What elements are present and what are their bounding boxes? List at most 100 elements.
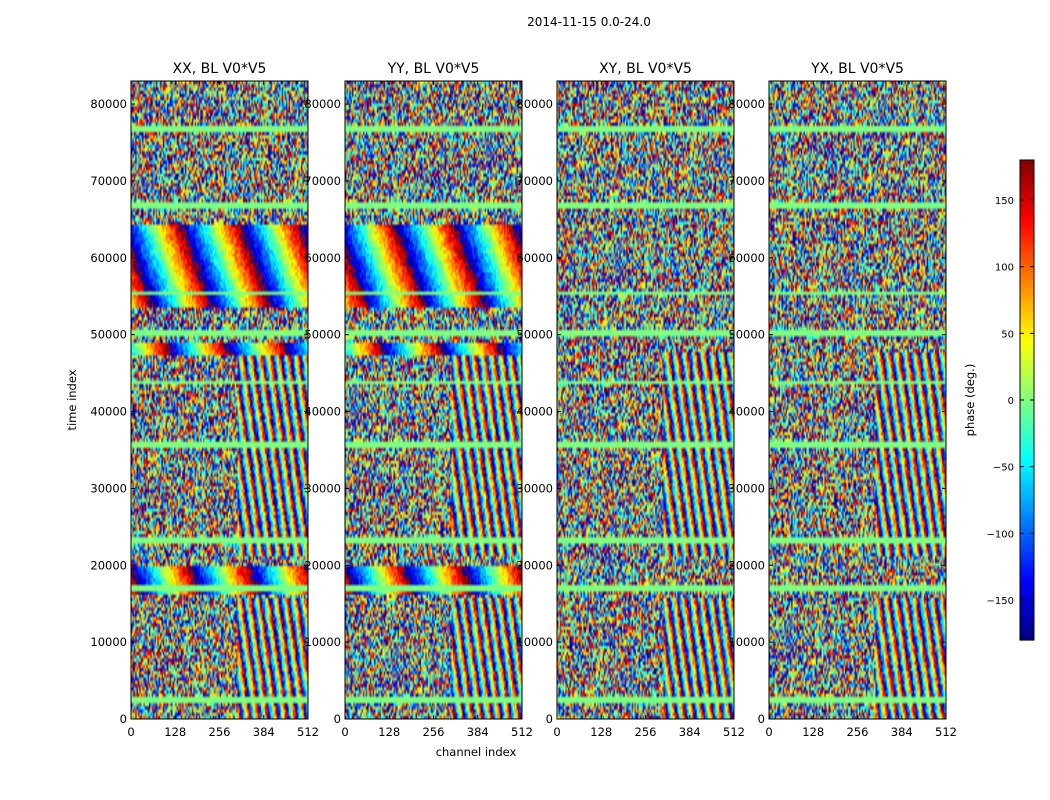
panel-title: YY, BL V0*V5 xyxy=(387,61,480,77)
colorbar-segment xyxy=(1020,616,1034,621)
colorbar-segment xyxy=(1020,264,1034,269)
colorbar-segment xyxy=(1020,364,1034,369)
x-tick-label: 256 xyxy=(847,725,869,739)
colorbar-segment xyxy=(1020,388,1034,393)
colorbar-segment xyxy=(1020,380,1034,385)
colorbar-tick-label: 50 xyxy=(1001,329,1014,340)
panel-title: XY, BL V0*V5 xyxy=(599,61,692,77)
colorbar-segment xyxy=(1020,516,1034,521)
colorbar-segment xyxy=(1020,304,1034,309)
colorbar-segment xyxy=(1020,272,1034,277)
y-axis-label: time index xyxy=(65,369,79,430)
colorbar-segment xyxy=(1020,532,1034,537)
colorbar-segment xyxy=(1020,248,1034,253)
x-tick-label: 128 xyxy=(164,725,186,739)
colorbar-segment xyxy=(1020,468,1034,473)
colorbar-tick-label: −150 xyxy=(987,596,1014,607)
colorbar-segment xyxy=(1020,288,1034,293)
colorbar-segment xyxy=(1020,484,1034,489)
x-tick-label: 512 xyxy=(297,725,319,739)
colorbar-segment xyxy=(1020,352,1034,357)
y-tick-label: 30000 xyxy=(516,481,553,495)
colorbar-segment xyxy=(1020,440,1034,445)
colorbar-segment xyxy=(1020,436,1034,441)
colorbar-segment xyxy=(1020,280,1034,285)
x-tick-label: 256 xyxy=(209,725,231,739)
colorbar-segment xyxy=(1020,256,1034,261)
colorbar-segment xyxy=(1020,184,1034,189)
x-tick-label: 128 xyxy=(378,725,400,739)
panel-xx: XX, BL V0*V5 0 128 256 384 512 0 10000 20000 3000… xyxy=(90,61,319,739)
y-tick-label: 40000 xyxy=(728,405,765,419)
colorbar-segment xyxy=(1020,572,1034,577)
colorbar-segment xyxy=(1020,296,1034,301)
y-tick-label: 10000 xyxy=(304,635,341,649)
colorbar-segment xyxy=(1020,200,1034,205)
y-tick-label: 70000 xyxy=(304,174,341,188)
colorbar-segment xyxy=(1020,324,1034,329)
y-tick-label: 80000 xyxy=(516,97,553,111)
colorbar-segment xyxy=(1020,376,1034,381)
colorbar-segment xyxy=(1020,360,1034,365)
colorbar-segment xyxy=(1020,432,1034,437)
colorbar-segment xyxy=(1020,368,1034,373)
colorbar-segment xyxy=(1020,628,1034,633)
panel-title: YX, BL V0*V5 xyxy=(810,61,904,77)
colorbar-segment xyxy=(1020,232,1034,237)
y-tick-label: 10000 xyxy=(728,635,765,649)
colorbar-tick-label: 0 xyxy=(1008,396,1014,407)
colorbar-segment xyxy=(1020,460,1034,465)
y-tick-label: 20000 xyxy=(516,558,553,572)
colorbar-segment xyxy=(1020,536,1034,541)
colorbar-segment xyxy=(1020,548,1034,553)
y-tick-label: 30000 xyxy=(728,481,765,495)
colorbar-segment xyxy=(1020,260,1034,265)
y-tick-label: 70000 xyxy=(728,174,765,188)
colorbar-segment xyxy=(1020,236,1034,241)
x-tick-label: 0 xyxy=(341,725,348,739)
colorbar-segment xyxy=(1020,292,1034,297)
colorbar-segment xyxy=(1020,396,1034,401)
panel-xy: XY, BL V0*V5 0 128 256 384 512 0 10000 20000 3000… xyxy=(516,61,745,739)
colorbar-segment xyxy=(1020,308,1034,313)
colorbar-segment xyxy=(1020,316,1034,321)
y-tick-label: 60000 xyxy=(516,251,553,265)
colorbar-segment xyxy=(1020,180,1034,185)
colorbar-tick-label: −50 xyxy=(993,463,1014,474)
colorbar-segment xyxy=(1020,524,1034,529)
colorbar-segment xyxy=(1020,392,1034,397)
colorbar-segment xyxy=(1020,520,1034,525)
panel-yy: YY, BL V0*V5 0 128 256 384 512 0 10000 20000 3000… xyxy=(304,61,533,739)
colorbar-segment xyxy=(1020,540,1034,545)
colorbar-segment xyxy=(1020,400,1034,405)
colorbar-segment xyxy=(1020,356,1034,361)
colorbar-segment xyxy=(1020,544,1034,549)
colorbar-segment xyxy=(1020,632,1034,637)
y-tick-label: 0 xyxy=(334,712,341,726)
phase-heatmap xyxy=(557,81,734,719)
colorbar-segment xyxy=(1020,608,1034,613)
colorbar-segment xyxy=(1020,464,1034,469)
colorbar-segment xyxy=(1020,220,1034,225)
colorbar-segment xyxy=(1020,588,1034,593)
y-tick-label: 0 xyxy=(758,712,765,726)
y-tick-label: 20000 xyxy=(304,558,341,572)
colorbar-segment xyxy=(1020,216,1034,221)
colorbar-segment xyxy=(1020,476,1034,481)
y-tick-label: 70000 xyxy=(516,174,553,188)
x-tick-label: 384 xyxy=(467,725,489,739)
y-tick-label: 60000 xyxy=(728,251,765,265)
y-tick-label: 60000 xyxy=(304,251,341,265)
colorbar-segment xyxy=(1020,596,1034,601)
colorbar: 150 100 50 0 −50 −100 −150 xyxy=(987,159,1035,641)
x-tick-label: 384 xyxy=(679,725,701,739)
colorbar-segment xyxy=(1020,452,1034,457)
colorbar-segment xyxy=(1020,196,1034,201)
colorbar-segment xyxy=(1020,224,1034,229)
colorbar-segment xyxy=(1020,240,1034,245)
colorbar-segment xyxy=(1020,592,1034,597)
colorbar-segment xyxy=(1020,276,1034,281)
colorbar-tick-label: −100 xyxy=(987,529,1014,540)
colorbar-segment xyxy=(1020,480,1034,485)
